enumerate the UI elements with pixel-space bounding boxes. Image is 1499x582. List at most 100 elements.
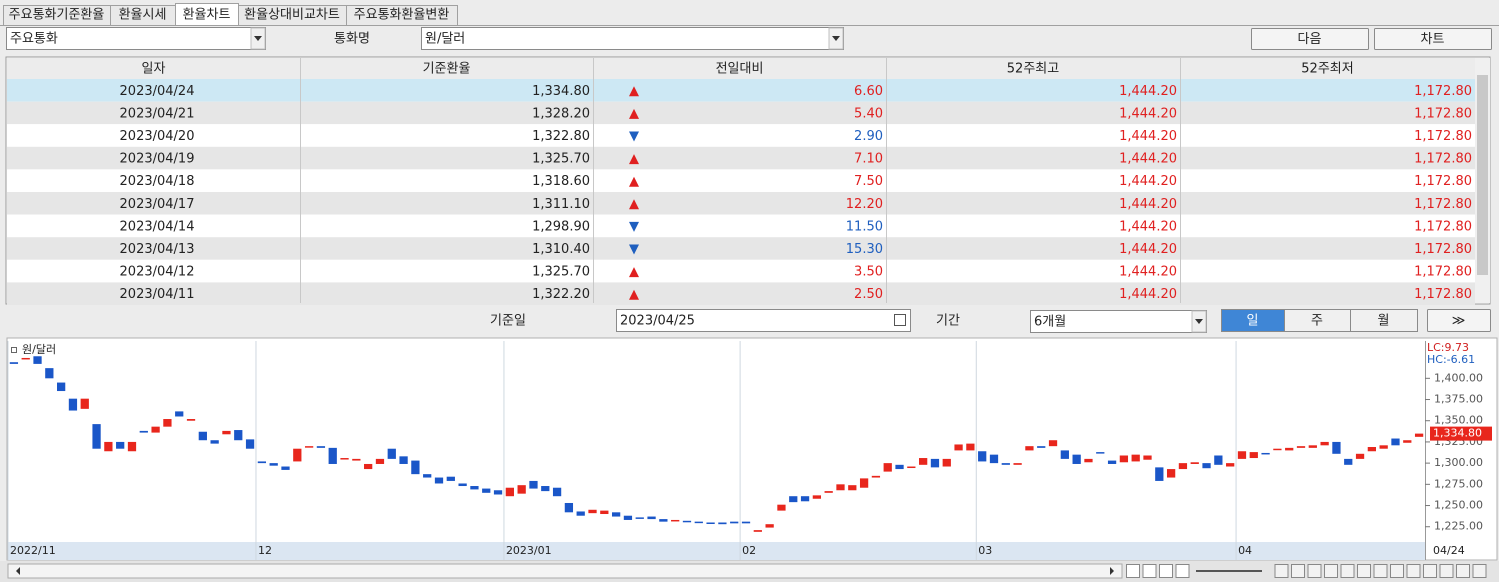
tool-button[interactable] [1439, 564, 1454, 578]
candle-body [175, 411, 184, 417]
candle-body [1178, 463, 1188, 470]
tool-button[interactable] [1126, 564, 1140, 578]
tool-button[interactable] [1291, 564, 1305, 578]
tool-button[interactable] [1456, 564, 1470, 578]
tool-button[interactable] [1373, 564, 1388, 578]
candle-body [505, 487, 514, 497]
y-tick-label: 1,225.00 [1434, 520, 1483, 533]
h-scrollbar[interactable] [7, 563, 1123, 579]
candle-body [1379, 445, 1388, 449]
y-tick-label: 1,400.00 [1434, 371, 1483, 384]
table-row[interactable] [7, 214, 1475, 238]
interval-label: 일 [1247, 314, 1259, 329]
cell-change: 15.30 [846, 242, 883, 257]
candle-body [1037, 446, 1046, 448]
tool-button[interactable] [1423, 564, 1437, 578]
x-tick-label: 2023/01 [506, 544, 552, 557]
x-tick-label: 04 [1238, 544, 1252, 557]
candle-body [1332, 441, 1341, 454]
table-row[interactable] [7, 146, 1475, 170]
tab-label: 환율시세 [119, 8, 167, 23]
candle-body [1214, 455, 1223, 465]
cell-date: 2023/04/14 [120, 219, 195, 234]
interval-button[interactable] [1350, 309, 1418, 332]
candle-body [1285, 447, 1294, 451]
tool-button[interactable] [1142, 564, 1157, 578]
candle-body [80, 398, 89, 409]
candle-body [576, 511, 585, 516]
candle-body [9, 362, 19, 364]
currency-select[interactable] [421, 27, 844, 50]
cell-rate: 1,322.80 [532, 129, 590, 144]
cell-high52: 1,444.20 [1119, 287, 1177, 302]
go-button[interactable] [1427, 309, 1491, 332]
candle-body [68, 398, 78, 411]
cell-low52: 1,172.80 [1414, 242, 1472, 257]
candle-body [458, 483, 467, 487]
y-tick-label: 1,350.00 [1434, 414, 1483, 427]
table-row[interactable] [7, 192, 1475, 215]
cell-low52: 1,172.80 [1414, 197, 1472, 212]
candle-body [1355, 453, 1365, 459]
date-input[interactable] [616, 309, 911, 332]
column-header: 기준환율 [423, 62, 471, 77]
tool-button[interactable] [1274, 564, 1289, 578]
column-header: 일자 [142, 62, 166, 77]
cell-high52: 1,444.20 [1119, 129, 1177, 144]
candle-body [446, 476, 455, 481]
candle-body [257, 461, 267, 464]
last-price-label: 1,334.80 [1433, 427, 1482, 440]
candle-body [741, 521, 751, 524]
y-tick-label: 1,275.00 [1434, 477, 1483, 490]
tool-button[interactable] [1307, 564, 1322, 578]
cell-high52: 1,444.20 [1119, 197, 1177, 212]
scroll-left[interactable] [16, 567, 20, 575]
chart-button[interactable] [1374, 28, 1492, 50]
table-row[interactable] [7, 101, 1475, 125]
next-button[interactable] [1251, 28, 1369, 50]
table-row[interactable] [7, 124, 1475, 147]
chart-frame [6, 337, 1498, 561]
candle-body [1107, 460, 1117, 464]
tab[interactable] [346, 5, 458, 26]
tool-button[interactable] [1472, 564, 1487, 578]
cell-date: 2023/04/12 [120, 265, 195, 280]
table-row[interactable] [7, 282, 1475, 305]
candle-body [493, 490, 503, 495]
candle-body [328, 447, 337, 464]
tool-button[interactable] [1324, 564, 1338, 578]
x-axis-strip [8, 542, 1425, 560]
chart-button-label: 차트 [1421, 32, 1445, 47]
y-tick-label: 1,250.00 [1434, 499, 1483, 512]
candle-body [765, 524, 774, 528]
candle-body [966, 443, 975, 451]
currency-select-text: 원/달러 [425, 32, 465, 47]
candle-body [836, 484, 845, 491]
candle-body [777, 504, 786, 511]
candle-body [789, 496, 798, 503]
candle-body [1308, 445, 1317, 448]
cell-low52: 1,172.80 [1414, 265, 1472, 280]
tool-button[interactable] [1175, 564, 1190, 578]
candle-body [883, 463, 892, 472]
cell-high52: 1,444.20 [1119, 219, 1177, 234]
table-row[interactable] [7, 169, 1475, 192]
tool-button[interactable] [1357, 564, 1371, 578]
cell-rate: 1,298.90 [532, 219, 590, 234]
table-row[interactable] [7, 237, 1475, 260]
table-row[interactable] [7, 259, 1475, 283]
cell-high52: 1,444.20 [1119, 174, 1177, 189]
table-row[interactable] [7, 79, 1475, 102]
tool-button[interactable] [1406, 564, 1421, 578]
calendar-icon[interactable] [894, 314, 906, 326]
up-arrow [629, 176, 639, 187]
scroll-right[interactable] [1110, 567, 1114, 575]
tool-button[interactable] [1390, 564, 1404, 578]
candle-body [588, 509, 597, 514]
tool-button[interactable] [1159, 564, 1173, 578]
tool-button[interactable] [1340, 564, 1355, 578]
candle-body [694, 521, 703, 524]
candle-body [92, 424, 101, 449]
up-arrow [629, 199, 639, 210]
